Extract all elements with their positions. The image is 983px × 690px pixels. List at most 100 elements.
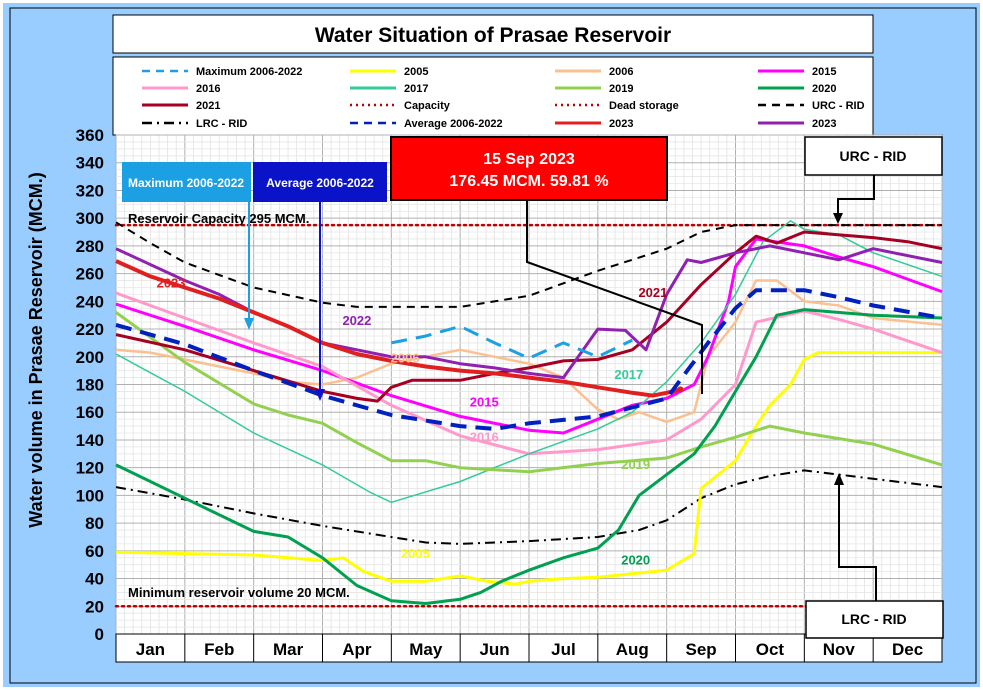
y-tick-label: 0 [95, 625, 104, 644]
y-tick-label: 260 [76, 265, 104, 284]
y-tick-label: 220 [76, 320, 104, 339]
y-tick-label: 280 [76, 237, 104, 256]
urc-box-label: URC - RID [840, 148, 907, 164]
y-tick-label: 200 [76, 348, 104, 367]
y-tick-label: 20 [85, 597, 104, 616]
highlight-value: 176.45 MCM. 59.81 % [449, 173, 608, 190]
y-tick-label: 140 [76, 431, 104, 450]
avg-box [253, 162, 387, 202]
x-tick-label-jan: Jan [136, 640, 165, 659]
title-box [112, 14, 874, 54]
y-tick-label: 320 [76, 181, 104, 200]
series-line-2016 [115, 291, 943, 456]
series-line-2023 [115, 259, 681, 398]
y-tick-label: 60 [85, 542, 104, 561]
series-label-2005: 2005 [401, 546, 430, 561]
y-tick-label: 80 [85, 514, 104, 533]
x-tick-label-may: May [409, 640, 443, 659]
x-tick-label-aug: Aug [616, 640, 649, 659]
series-label-2021: 2021 [638, 285, 667, 300]
series-line-2005 [115, 351, 942, 586]
x-tick-label-mar: Mar [273, 640, 304, 659]
avg-box-label: Average 2006-2022 [266, 176, 374, 190]
y-tick-label: 160 [76, 403, 104, 422]
legend-label-urc-rid: URC - RID [812, 100, 865, 112]
max-box [122, 162, 251, 202]
legend-label-2021: 2021 [196, 100, 220, 112]
y-tick-label: 180 [76, 376, 104, 395]
series-label-2019: 2019 [621, 457, 650, 472]
series-label-2015: 2015 [470, 395, 499, 410]
legend-label-2023: 2023 [812, 118, 836, 130]
lrc-arrowhead [834, 473, 844, 485]
legend-label-2020: 2020 [812, 83, 836, 95]
series-label-2020: 2020 [621, 553, 650, 568]
minimum-annotation: Minimum reservoir volume 20 MCM. [128, 585, 350, 600]
series-line-2017 [115, 220, 943, 504]
legend-label-capacity: Capacity [404, 100, 451, 112]
legend-label-2023: 2023 [609, 118, 633, 130]
legend-label-lrc-rid: LRC - RID [196, 118, 247, 130]
highlight-box [390, 136, 668, 201]
y-tick-label: 40 [85, 570, 104, 589]
lrc-box-label: LRC - RID [841, 611, 906, 627]
series-label-2022: 2022 [342, 313, 371, 328]
avg-arrowhead [315, 389, 325, 401]
legend-label-2016: 2016 [196, 83, 220, 95]
y-axis: 0 20 40 60 80 100 120 140 160 180 200 220 240 260 280 3… [76, 126, 104, 644]
lrc-box [805, 600, 944, 639]
series-label-2016: 2016 [470, 429, 499, 444]
urc-arrow [837, 175, 875, 216]
outer-frame [9, 7, 977, 684]
y-tick-label: 360 [76, 126, 104, 145]
lrc-arrow [838, 483, 877, 601]
series-label-2023: 2023 [157, 275, 186, 290]
series-label-2017: 2017 [614, 367, 643, 382]
y-tick-label: 100 [76, 486, 104, 505]
y-tick-label: 340 [76, 154, 104, 173]
max-arrowhead [244, 318, 254, 330]
legend-label-average-2006-2022: Average 2006-2022 [404, 118, 503, 130]
highlight-point [677, 386, 684, 393]
y-tick-label: 240 [76, 292, 104, 311]
legend-label-2005: 2005 [404, 66, 428, 78]
series-line-2021 [115, 230, 943, 403]
legend-label-2015: 2015 [812, 66, 836, 78]
legend: Maximum 2006-2022 2005 2006 2015 2016 2017 201… [142, 66, 865, 130]
legend-box [112, 56, 874, 136]
highlight-date: 15 Sep 2023 [483, 151, 575, 168]
y-tick-label: 120 [76, 459, 104, 478]
x-axis: Jan Feb Mar Apr May Jun Jul Aug Sep Oct Nov Dec [115, 634, 943, 662]
series-label-2006: 2006 [391, 350, 420, 365]
max-box-label: Maximum 2006-2022 [128, 176, 244, 190]
legend-label-2017: 2017 [404, 83, 428, 95]
x-tick-label-dec: Dec [892, 640, 923, 659]
series-line-urc-rid [115, 221, 942, 308]
legend-label-maximum-2006-2022: Maximum 2006-2022 [196, 66, 302, 78]
capacity-annotation: Reservoir Capacity 295 MCM. [128, 211, 309, 226]
series-line-lrc-rid [115, 469, 943, 545]
legend-label-2006: 2006 [609, 66, 633, 78]
series [114, 220, 944, 608]
x-tick-label-jun: Jun [479, 640, 509, 659]
series-line-maximum-2006-2022 [391, 324, 633, 360]
annotations: Reservoir Capacity 295 MCM. Minimum rese… [122, 136, 944, 639]
series-line-2020 [115, 308, 943, 605]
series-line-average-2006-2022 [115, 288, 943, 431]
highlight-pointer [526, 199, 703, 394]
y-tick-label: 300 [76, 209, 104, 228]
x-tick-label-sep: Sep [685, 640, 716, 659]
x-tick-label-feb: Feb [204, 640, 234, 659]
x-tick-label-jul: Jul [551, 640, 576, 659]
x-tick-label-nov: Nov [823, 640, 856, 659]
series-labels: 2023 2022 2006 2015 2016 2017 2019 2020 2021 2005 [157, 275, 668, 567]
series-line-2019 [115, 311, 943, 474]
urc-arrowhead [833, 213, 843, 224]
legend-label-dead-storage: Dead storage [609, 100, 679, 112]
y-axis-label: Water volume in Prasae Reservoir (MCM.) [26, 172, 46, 527]
chart-title: Water Situation of Prasae Reservoir [315, 24, 671, 47]
x-tick-label-oct: Oct [756, 640, 785, 659]
x-tick-label-apr: Apr [342, 640, 372, 659]
legend-label-2019: 2019 [609, 83, 633, 95]
